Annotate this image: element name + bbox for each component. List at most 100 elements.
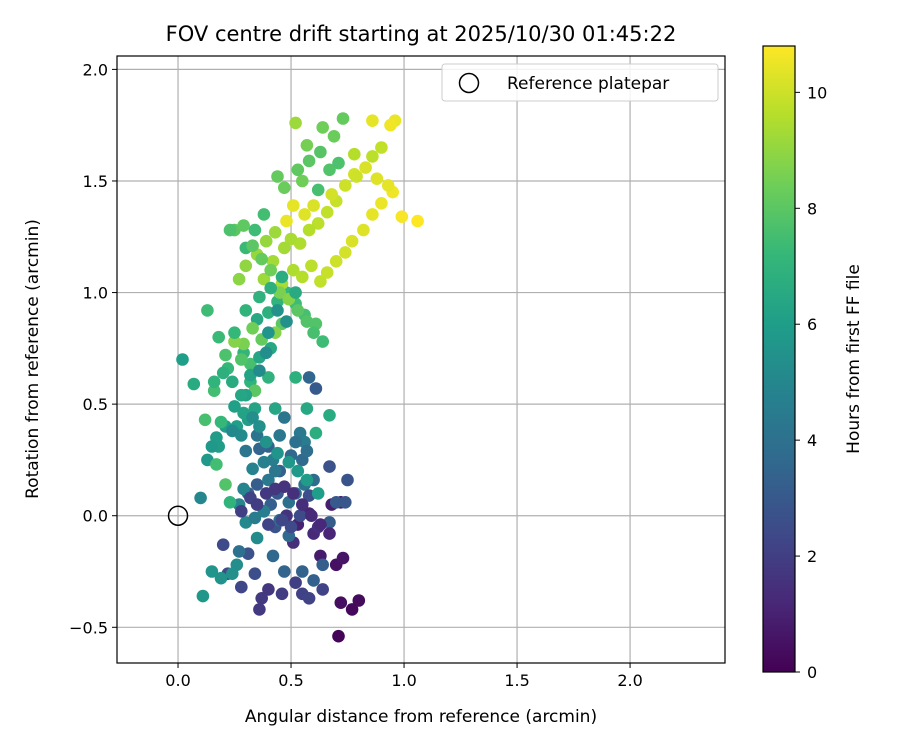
data-point (176, 353, 189, 366)
y-axis-ticks: −0.5 0.0 0.5 1.0 1.5 2.0 (69, 60, 117, 637)
data-point (194, 491, 207, 505)
data-point (296, 565, 309, 578)
data-point (275, 513, 289, 527)
legend-label: Reference platepar (507, 74, 669, 94)
colorbar (762, 45, 796, 673)
colorbar-tick-label: 2 (807, 547, 817, 566)
data-point (314, 145, 327, 159)
data-point (262, 371, 275, 384)
data-point (250, 478, 264, 491)
data-point (226, 375, 239, 389)
data-point (316, 335, 330, 348)
data-point (329, 496, 343, 509)
colorbar-tick-label: 6 (807, 315, 817, 334)
x-tick-label: 1.5 (504, 671, 529, 690)
data-point (278, 241, 291, 255)
data-point (339, 179, 352, 192)
data-point (357, 223, 370, 237)
data-point (298, 208, 311, 221)
reference-platepar-marker (167, 505, 189, 526)
data-point (325, 188, 339, 201)
data-point (316, 583, 330, 596)
data-point (257, 272, 271, 286)
data-point (296, 174, 309, 188)
colorbar-ticks: 0 2 4 6 8 10 (795, 83, 827, 682)
x-tick-label: 2.0 (617, 671, 642, 690)
data-point (205, 565, 219, 578)
plot-area (117, 56, 725, 663)
data-point (336, 112, 350, 125)
data-point (262, 473, 275, 487)
data-point (246, 411, 259, 424)
data-point (239, 304, 253, 317)
data-point (300, 139, 314, 152)
y-tick-label: 0.0 (83, 507, 108, 526)
data-point (246, 322, 259, 335)
data-point (323, 527, 336, 540)
x-tick-label: 0.0 (165, 671, 190, 690)
data-point (300, 315, 314, 328)
data-point (293, 509, 307, 522)
data-point (253, 603, 266, 616)
data-point (350, 170, 363, 183)
data-point (219, 478, 232, 491)
colorbar-tick-label: 0 (807, 663, 817, 682)
data-point (289, 435, 302, 449)
data-point (375, 141, 388, 154)
data-point (248, 567, 262, 580)
data-point (287, 263, 300, 277)
data-point (259, 234, 273, 248)
data-point (282, 455, 296, 469)
y-axis-label: Rotation from reference (arcmin) (23, 219, 43, 499)
data-point (284, 520, 298, 534)
data-point (259, 435, 273, 449)
data-point (271, 170, 284, 183)
data-point (375, 197, 388, 210)
data-point (284, 232, 298, 246)
data-point (366, 150, 379, 163)
data-point (219, 348, 232, 362)
data-point (300, 444, 314, 458)
data-point (228, 335, 241, 348)
data-point (264, 263, 278, 277)
data-point (264, 281, 278, 295)
y-tick-label: 2.0 (83, 60, 108, 79)
data-point (370, 172, 384, 185)
data-point (289, 371, 302, 384)
x-axis-ticks: 0.0 0.5 1.0 1.5 2.0 (165, 663, 643, 690)
data-point (352, 594, 366, 607)
data-point (212, 330, 225, 344)
data-point (273, 429, 287, 442)
data-point (253, 290, 266, 304)
data-point (332, 629, 345, 643)
data-point (253, 420, 266, 433)
data-point (327, 130, 341, 143)
data-point (289, 116, 302, 130)
data-point (278, 411, 291, 424)
data-point (235, 353, 248, 366)
data-point (239, 259, 253, 273)
data-point (268, 226, 282, 239)
data-point (287, 199, 300, 212)
data-point (201, 304, 214, 317)
data-point (207, 384, 221, 398)
data-point (307, 199, 320, 212)
data-point (226, 424, 239, 438)
data-point (266, 549, 280, 563)
data-point (316, 121, 330, 134)
data-point (411, 214, 424, 228)
data-point (314, 275, 327, 288)
data-point (334, 596, 348, 609)
data-point (307, 326, 320, 340)
x-tick-label: 1.0 (391, 671, 416, 690)
data-point (280, 315, 293, 328)
data-point (239, 444, 253, 458)
data-point (235, 580, 248, 594)
data-point (228, 326, 241, 340)
data-point (268, 402, 282, 415)
data-point (278, 480, 291, 494)
data-point (187, 377, 201, 391)
data-point (287, 487, 300, 500)
data-point (320, 205, 334, 219)
